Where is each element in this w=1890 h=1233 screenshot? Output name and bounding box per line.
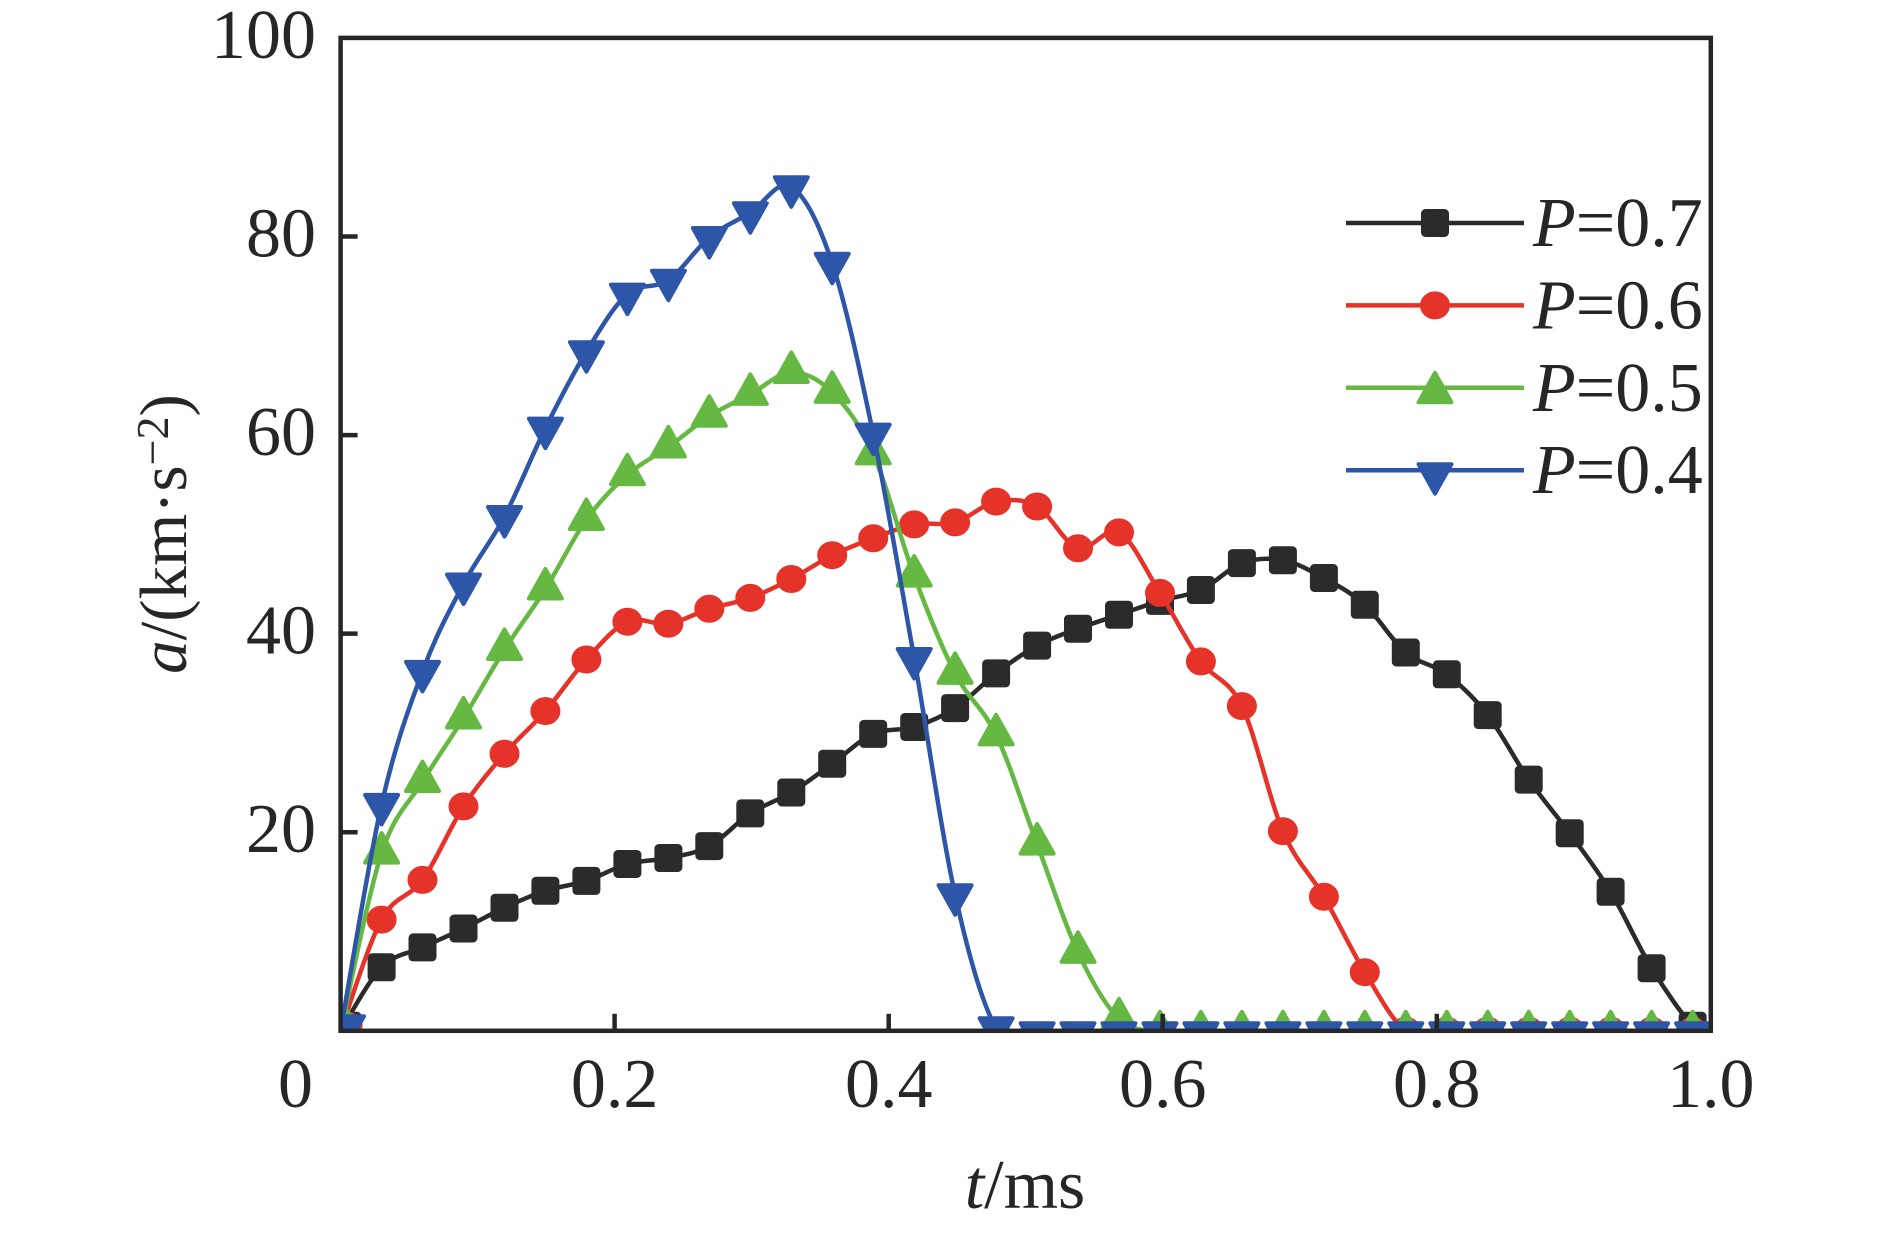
svg-text:0.8: 0.8 [1393, 1046, 1481, 1123]
svg-text:0.2: 0.2 [571, 1046, 659, 1123]
svg-text:t/ms: t/ms [965, 1147, 1086, 1224]
svg-text:20: 20 [246, 791, 316, 868]
svg-text:P=0.6: P=0.6 [1532, 267, 1703, 344]
svg-text:100: 100 [211, 0, 316, 74]
svg-text:1.0: 1.0 [1667, 1046, 1755, 1123]
svg-text:0.4: 0.4 [845, 1046, 933, 1123]
svg-text:0: 0 [278, 1046, 313, 1123]
svg-text:P=0.4: P=0.4 [1532, 432, 1703, 509]
svg-text:P=0.7: P=0.7 [1532, 185, 1703, 262]
svg-text:60: 60 [246, 394, 316, 471]
svg-text:P=0.5: P=0.5 [1532, 350, 1703, 427]
svg-text:40: 40 [246, 593, 316, 670]
svg-text:0.6: 0.6 [1119, 1046, 1207, 1123]
svg-text:80: 80 [246, 196, 316, 273]
